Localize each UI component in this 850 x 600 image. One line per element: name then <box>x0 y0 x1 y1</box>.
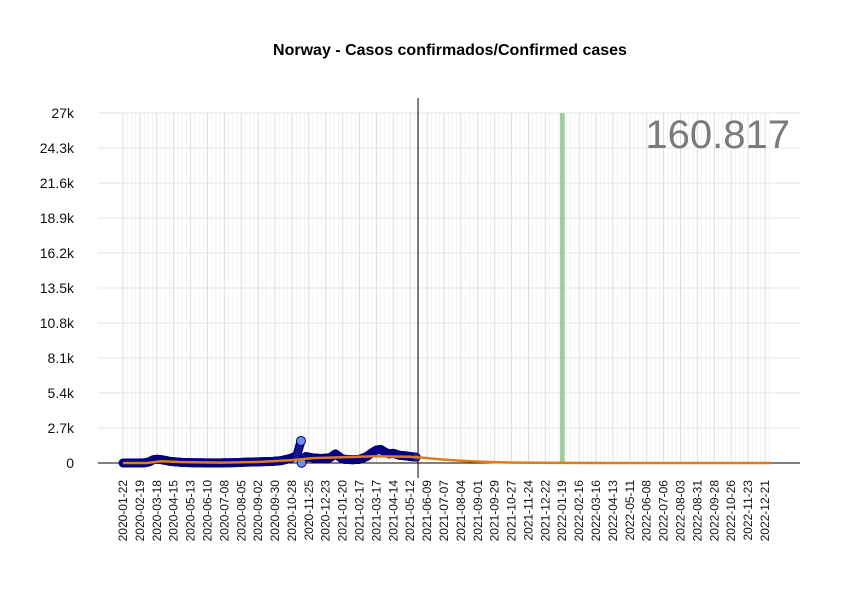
x-tick-label: 2021-11-24 <box>521 480 535 541</box>
x-axis-ticks: 2020-01-22 2020-02-19 2020-03-18 2020-04-15… <box>116 480 772 542</box>
x-tick-label: 2021-12-22 <box>538 480 552 542</box>
trend-line <box>123 455 771 465</box>
x-tick-label: 2021-08-04 <box>454 480 468 542</box>
y-tick-label: 8.1k <box>48 350 75 366</box>
y-tick-label: 0 <box>66 455 74 471</box>
x-tick-label: 2020-03-18 <box>150 480 164 542</box>
x-tick-label: 2021-09-29 <box>488 480 502 542</box>
x-tick-label: 2022-09-28 <box>707 480 721 542</box>
x-tick-label: 2021-02-17 <box>353 480 367 542</box>
x-tick-label: 2020-07-08 <box>217 480 231 542</box>
grid <box>98 112 800 464</box>
x-tick-label: 2021-03-17 <box>369 480 383 542</box>
trend-line-group <box>123 455 771 465</box>
x-tick-label: 2022-11-23 <box>741 480 755 541</box>
y-axis-ticks: 0 2.7k 5.4k 8.1k 10.8k 13.5k 16.2k 18.9k 21.6k 24… <box>40 105 75 471</box>
x-tick-label: 2021-09-01 <box>471 480 485 542</box>
x-tick-label: 2022-06-08 <box>640 480 654 542</box>
x-tick-label: 2020-02-19 <box>133 480 147 542</box>
x-tick-label: 2022-01-19 <box>555 480 569 542</box>
x-tick-label: 2022-08-03 <box>673 480 687 542</box>
x-tick-label: 2020-12-23 <box>319 480 333 542</box>
x-tick-label: 2021-06-09 <box>420 480 434 542</box>
y-tick-label: 10.8k <box>40 315 75 331</box>
highlight-band <box>559 113 565 463</box>
x-tick-label: 2022-03-16 <box>589 480 603 542</box>
x-tick-label: 2020-11-25 <box>302 480 316 541</box>
total-cases-label: 160.817 <box>645 113 790 157</box>
x-tick-label: 2020-08-05 <box>234 480 248 542</box>
x-tick-label: 2020-05-13 <box>184 480 198 542</box>
y-tick-label: 24.3k <box>40 140 75 156</box>
x-tick-label: 2020-06-10 <box>200 480 214 542</box>
x-tick-label: 2022-05-11 <box>623 480 637 541</box>
x-tick-label: 2020-09-30 <box>268 480 282 542</box>
y-tick-label: 2.7k <box>48 420 75 436</box>
y-tick-label: 18.9k <box>40 210 75 226</box>
x-tick-label: 2021-04-14 <box>386 480 400 542</box>
x-tick-label: 2021-05-12 <box>403 480 417 542</box>
x-tick-label: 2022-08-31 <box>690 480 704 542</box>
x-tick-label: 2022-12-21 <box>758 480 772 542</box>
x-tick-label: 2022-04-13 <box>606 480 620 542</box>
chart-title: Norway - Casos confirmados/Confirmed cas… <box>273 42 627 59</box>
y-tick-label: 16.2k <box>40 245 75 261</box>
y-tick-label: 21.6k <box>40 175 75 191</box>
x-tick-label: 2020-04-15 <box>167 480 181 542</box>
y-tick-label: 27k <box>51 105 75 121</box>
x-tick-label: 2022-07-06 <box>657 480 671 542</box>
x-tick-label: 2020-01-22 <box>116 480 130 542</box>
x-tick-label: 2021-07-07 <box>437 480 451 542</box>
case-point-highlight <box>295 435 306 446</box>
y-tick-label: 5.4k <box>48 385 75 401</box>
x-tick-label: 2020-10-28 <box>285 480 299 542</box>
x-tick-label: 2021-01-20 <box>336 480 350 542</box>
x-tick-label: 2020-09-02 <box>251 480 265 542</box>
x-tick-label: 2022-10-26 <box>724 480 738 542</box>
highlight-band-rect <box>559 113 565 463</box>
x-tick-label: 2022-02-16 <box>572 480 586 542</box>
y-tick-label: 13.5k <box>40 280 75 296</box>
x-tick-label: 2021-10-27 <box>505 480 519 542</box>
